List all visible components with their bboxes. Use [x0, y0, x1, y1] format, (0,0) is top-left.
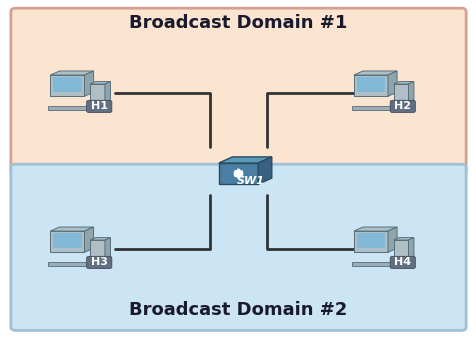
Polygon shape: [407, 238, 413, 263]
Polygon shape: [90, 84, 105, 107]
Polygon shape: [48, 106, 89, 110]
FancyBboxPatch shape: [11, 8, 465, 174]
Polygon shape: [53, 233, 81, 248]
Polygon shape: [50, 75, 84, 96]
Polygon shape: [387, 227, 396, 252]
Polygon shape: [393, 240, 407, 263]
Polygon shape: [218, 163, 258, 184]
Polygon shape: [353, 231, 387, 252]
Polygon shape: [353, 71, 396, 75]
Polygon shape: [84, 71, 93, 96]
FancyBboxPatch shape: [87, 256, 112, 268]
Polygon shape: [105, 82, 110, 107]
Polygon shape: [351, 106, 392, 110]
Polygon shape: [393, 238, 413, 240]
Polygon shape: [53, 77, 81, 92]
Polygon shape: [407, 82, 413, 107]
Polygon shape: [356, 233, 385, 248]
Text: Broadcast Domain #2: Broadcast Domain #2: [129, 301, 347, 319]
Polygon shape: [353, 75, 387, 96]
Text: H3: H3: [90, 258, 108, 267]
Text: H4: H4: [393, 258, 410, 267]
Polygon shape: [258, 157, 271, 184]
Polygon shape: [50, 71, 93, 75]
Polygon shape: [393, 84, 407, 107]
FancyBboxPatch shape: [11, 164, 465, 330]
Polygon shape: [218, 157, 271, 163]
Text: H2: H2: [394, 102, 410, 111]
Text: H1: H1: [90, 102, 108, 111]
Polygon shape: [48, 262, 89, 266]
Polygon shape: [90, 240, 105, 263]
Polygon shape: [90, 82, 110, 84]
FancyBboxPatch shape: [389, 100, 415, 113]
Text: SW1: SW1: [236, 176, 264, 186]
Polygon shape: [50, 231, 84, 252]
Polygon shape: [353, 227, 396, 231]
Polygon shape: [90, 238, 110, 240]
Polygon shape: [393, 82, 413, 84]
Polygon shape: [356, 77, 385, 92]
Polygon shape: [50, 227, 93, 231]
FancyBboxPatch shape: [389, 256, 415, 268]
Polygon shape: [387, 71, 396, 96]
Polygon shape: [105, 238, 110, 263]
Polygon shape: [84, 227, 93, 252]
FancyBboxPatch shape: [87, 100, 112, 113]
Text: Broadcast Domain #1: Broadcast Domain #1: [129, 14, 347, 32]
Polygon shape: [351, 262, 392, 266]
